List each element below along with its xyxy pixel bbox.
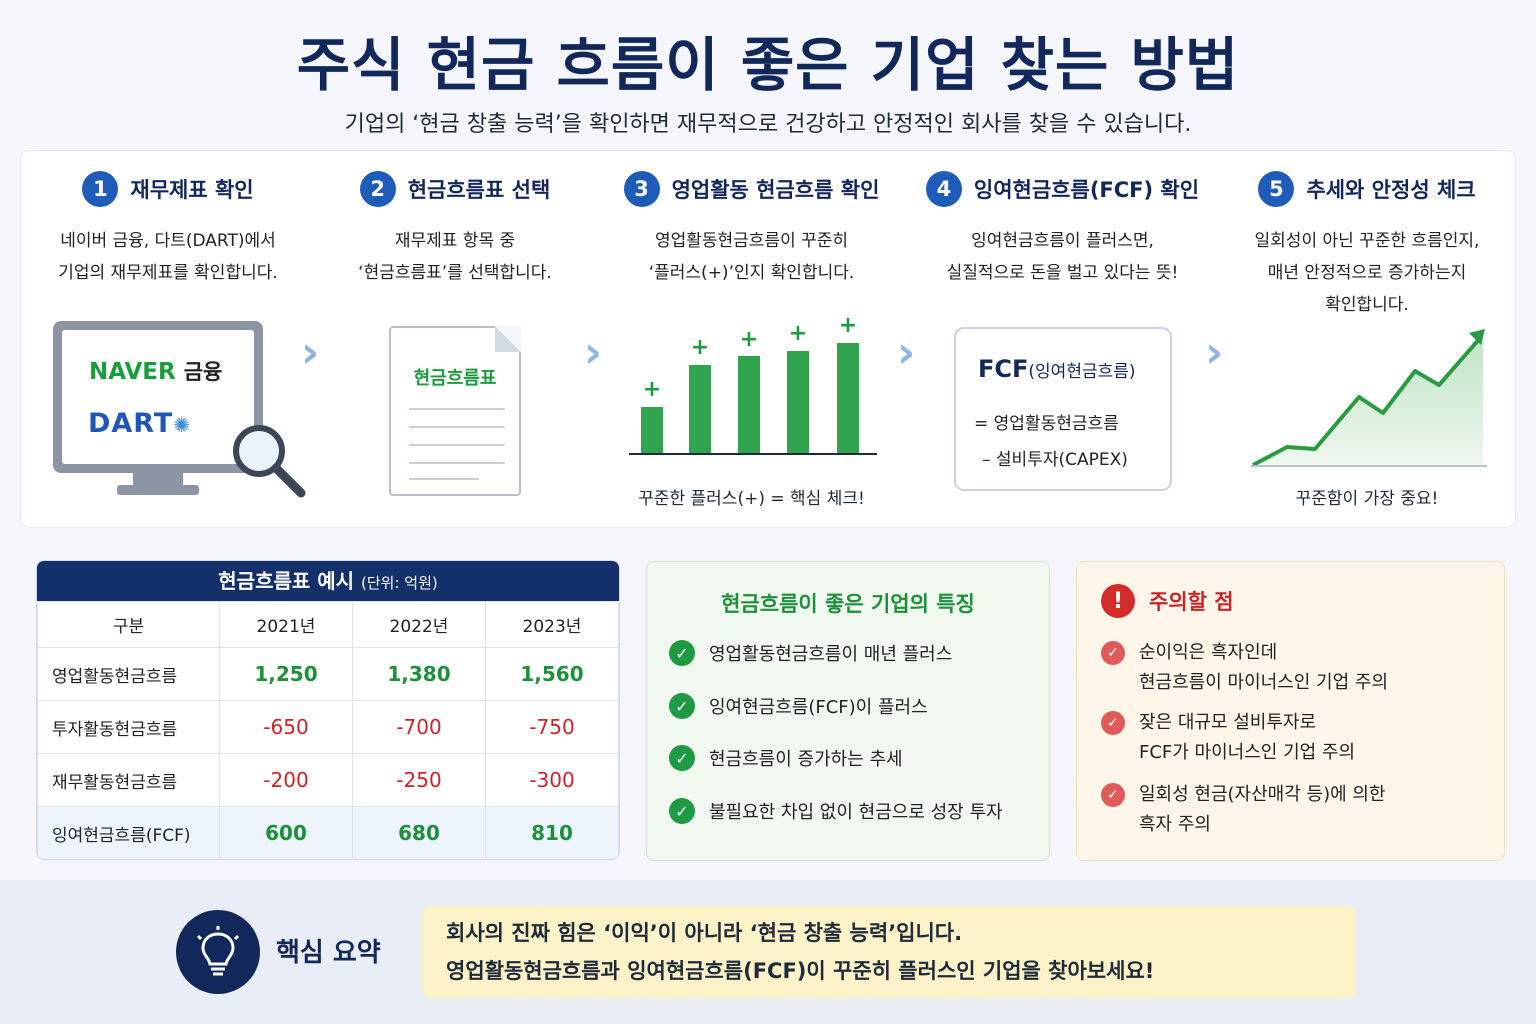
step-3: 3 영업활동 현금흐름 확인 영업활동현금흐름이 꾸준히 ‘플러스(+)’인지 … [595,151,908,529]
uptrend-chart-icon [1251,329,1487,467]
step-5: 5 추세와 안정성 체크 일회성이 아닌 꾸준한 흐름인지, 매년 안정적으로 … [1217,151,1517,529]
step-4: 4 잉여현금흐름(FCF) 확인 잉여현금흐름이 플러스면, 실질적으로 돈을 … [908,151,1217,529]
growth-bar-5 [837,343,859,453]
step-number: 4 [925,171,962,207]
panel-title: ! 주의할 점 [1101,584,1234,618]
summary-label: 핵심 요약 [276,938,381,968]
step-number: 5 [1258,171,1295,207]
step-2: 2 현금흐름표 선택 재무제표 항목 중 ‘현금흐름표’를 선택합니다. 현금흐… [315,151,595,529]
plus-icon: + [690,335,710,360]
fcf-formula-box: FCF(잉여현금흐름) = 영업활동현금흐름 – 설비투자(CAPEX) [954,327,1172,491]
list-item: ✓ 순이익은 흑자인데 현금흐름이 마이너스인 기업 주의 [1101,638,1388,698]
step-description: 일회성이 아닌 꾸준한 흐름인지, 매년 안정적으로 증가하는지 확인합니다. [1254,231,1480,315]
list-item: ✓ 불필요한 차입 없이 현금으로 성장 투자 [669,798,1003,824]
list-item: ✓ 잉여현금흐름(FCF)이 플러스 [669,693,928,719]
lightbulb-icon [176,910,260,994]
summary-line: 회사의 진짜 힘은 ‘이익’이 아니라 ‘현금 창출 능력’입니다. [446,921,963,945]
summary-box: 회사의 진짜 힘은 ‘이익’이 아니라 ‘현금 창출 능력’입니다. 영업활동현… [422,906,1356,998]
steps-panel: 1 재무제표 확인 네이버 금융, 다트(DART)에서 기업의 재무제표를 확… [20,150,1516,528]
table-title: 현금흐름표 예시 (단위: 억원) [37,561,619,601]
step-description: 잉여현금흐름이 플러스면, 실질적으로 돈을 벌고 있다는 뜻! [946,231,1179,283]
page-subtitle: 기업의 ‘현금 창출 능력’을 확인하면 재무적으로 건강하고 안정적인 회사를… [344,112,1192,137]
growth-bar-1 [641,407,663,453]
panel-title: 현금흐름이 좋은 기업의 특징 [721,592,975,616]
check-icon: ✓ [1101,711,1125,735]
step-description: 영업활동현금흐름이 꾸준히 ‘플러스(+)’인지 확인합니다. [648,231,855,283]
check-icon: ✓ [669,745,695,771]
plus-icon: + [838,313,858,338]
step-title: 현금흐름표 선택 [407,178,551,202]
growth-bar-4 [787,351,809,453]
dart-logo: DART✺ [88,408,192,439]
table-row: 영업활동현금흐름 1,250 1,380 1,560 [37,647,619,701]
caution-panel: ! 주의할 점 ✓ 순이익은 흑자인데 현금흐름이 마이너스인 기업 주의 ✓ 잦… [1076,561,1505,861]
check-icon: ✓ [1101,783,1125,807]
arrow-icon: › [301,327,320,378]
step-description: 재무제표 항목 중 ‘현금흐름표’를 선택합니다. [358,231,552,283]
step-title: 재무제표 확인 [130,178,254,202]
growth-bar-3 [738,356,760,453]
step-description: 네이버 금융, 다트(DART)에서 기업의 재무제표를 확인합니다. [58,231,278,283]
fcf-formula-line: = 영업활동현금흐름 [974,414,1119,434]
check-icon: ✓ [1101,641,1125,665]
table-row: 투자활동현금흐름 -650 -700 -750 [37,700,619,754]
growth-bar-2 [689,365,711,453]
plus-icon: + [739,327,759,352]
naver-finance-logo: NAVER 금융 [89,359,223,385]
summary-line: 영업활동현금흐름과 잉여현금흐름(FCF)이 꾸준히 플러스인 기업을 찾아보세… [446,959,1155,983]
document-label: 현금흐름표 [413,368,497,389]
step-title: 추세와 안정성 체크 [1306,178,1476,202]
table-row: 재무활동현금흐름 -200 -250 -300 [37,753,619,807]
step-title: 영업활동 현금흐름 확인 [671,178,880,202]
monitor-illustration: NAVER 금융 DART✺ [53,321,263,473]
step-number: 3 [623,171,660,207]
table-header-row: 구분 2021년 2022년 2023년 [37,601,619,648]
step-note: 꾸준한 플러스(+) = 핵심 체크! [638,489,865,509]
page-title: 주식 현금 흐름이 좋은 기업 찾는 방법 [296,31,1240,99]
plus-icon: + [788,321,808,346]
cashflow-table: 구분 2021년 2022년 2023년 영업활동현금흐름 1,250 1,38… [37,601,619,859]
step-note: 꾸준함이 가장 중요! [1295,489,1439,509]
list-item: ✓ 일회성 현금(자산매각 등)에 의한 흑자 주의 [1101,780,1386,840]
good-company-traits-panel: 현금흐름이 좋은 기업의 특징 ✓ 영업활동현금흐름이 매년 플러스 ✓ 잉여현금흐… [646,561,1050,861]
list-item: ✓ 잦은 대규모 설비투자로 FCF가 마이너스인 기업 주의 [1101,708,1355,768]
check-icon: ✓ [669,693,695,719]
list-item: ✓ 영업활동현금흐름이 매년 플러스 [669,640,952,666]
step-1: 1 재무제표 확인 네이버 금융, 다트(DART)에서 기업의 재무제표를 확… [21,151,315,529]
arrow-icon: › [1205,327,1224,378]
table-row: 잉여현금흐름(FCF) 600 680 810 [37,806,619,859]
plus-icon: + [642,377,662,402]
list-item: ✓ 현금흐름이 증가하는 추세 [669,745,903,771]
fcf-formula-line: – 설비투자(CAPEX) [982,450,1128,470]
cashflow-table-panel: 현금흐름표 예시 (단위: 억원) 구분 2021년 2022년 2023년 영… [36,560,620,860]
check-icon: ✓ [669,640,695,666]
warning-icon: ! [1101,584,1135,618]
step-number: 1 [82,171,119,207]
magnifier-icon [233,425,306,498]
check-icon: ✓ [669,798,695,824]
arrow-icon: › [897,327,916,378]
arrow-icon: › [584,327,603,378]
step-title: 잉여현금흐름(FCF) 확인 [973,178,1200,202]
document-icon: 현금흐름표 [389,326,521,496]
step-number: 2 [359,171,396,207]
